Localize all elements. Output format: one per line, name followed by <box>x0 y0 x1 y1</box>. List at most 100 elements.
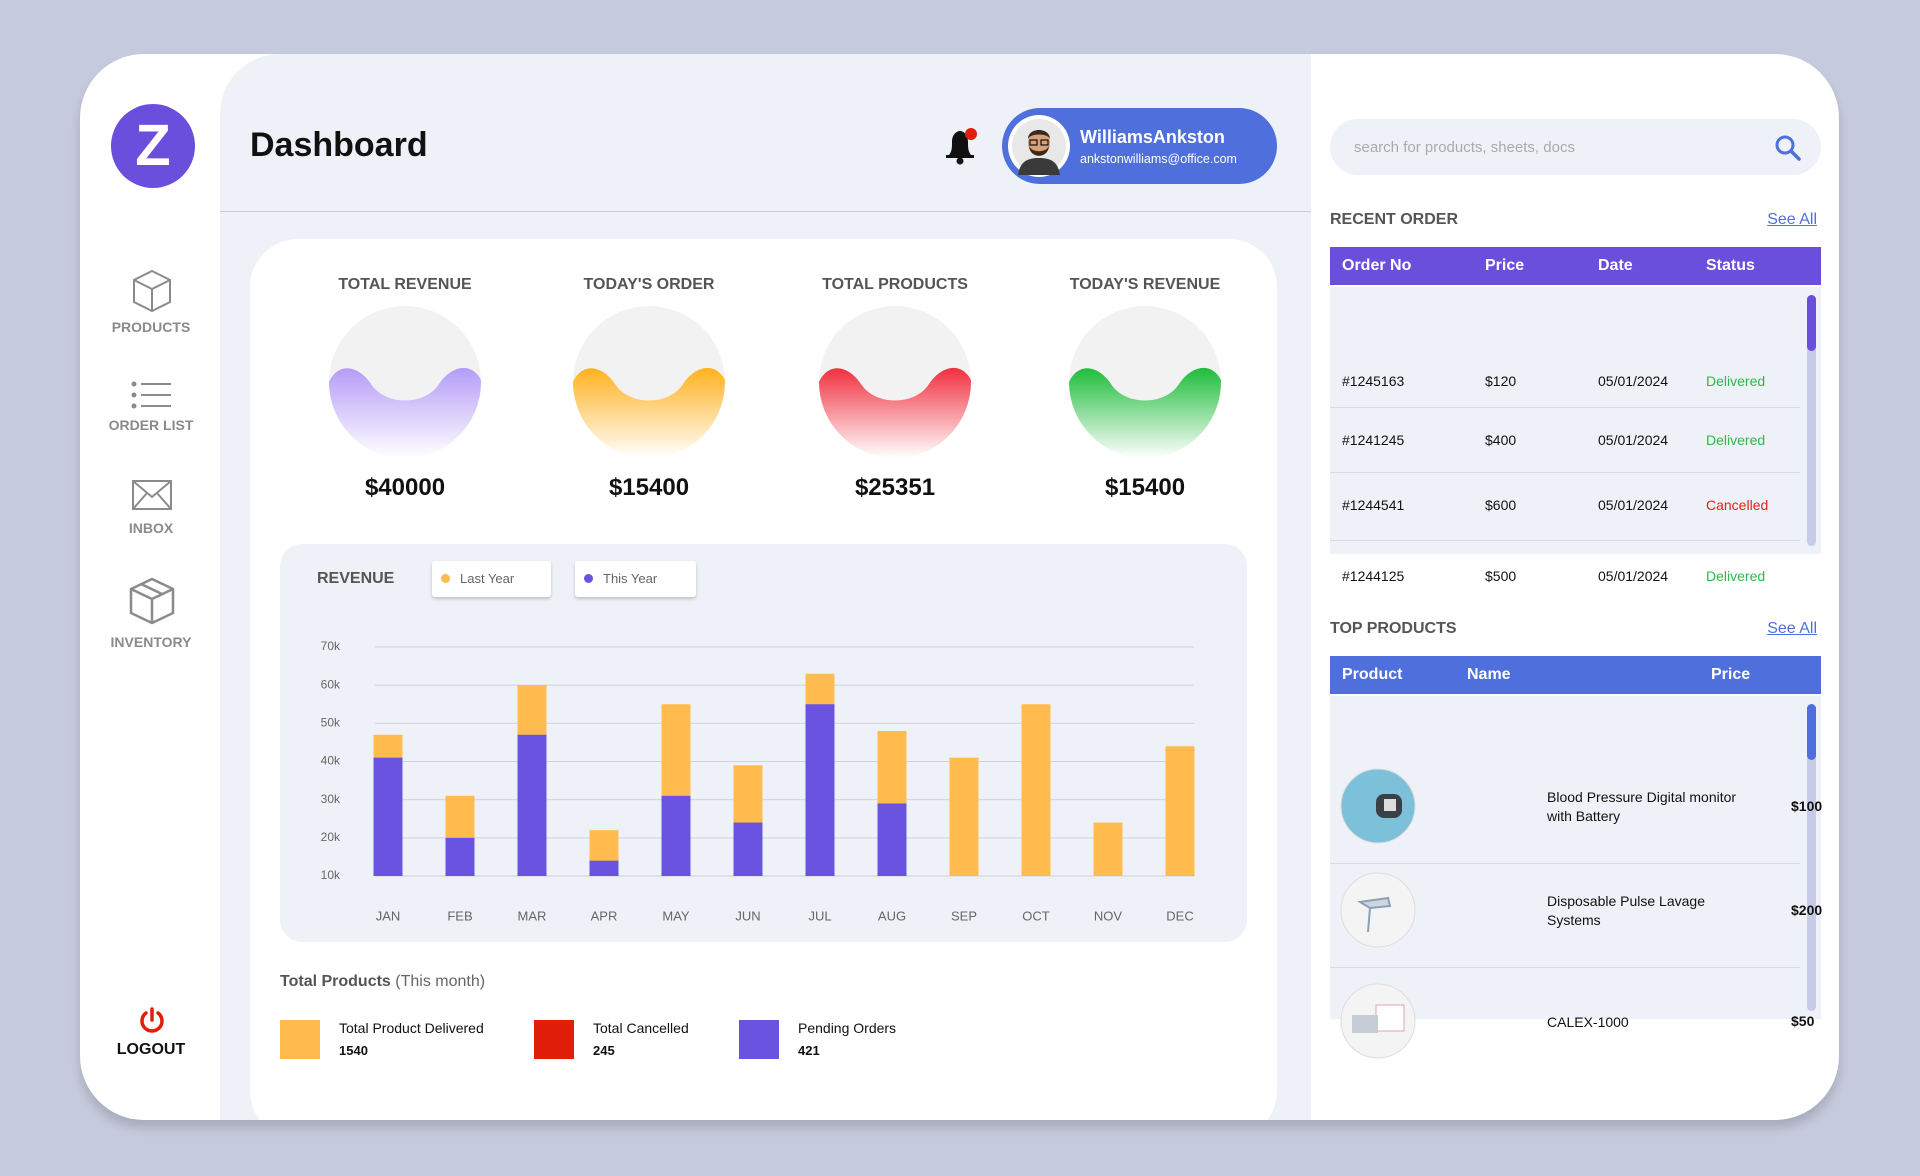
nav-item[interactable]: ORDER LIST <box>108 417 194 433</box>
order-cell: #1241245 <box>1342 432 1405 448</box>
stat-label: TODAY'S ORDER <box>583 276 715 293</box>
nav-item[interactable]: INVENTORY <box>110 634 192 650</box>
order-cell: $500 <box>1485 568 1517 584</box>
table-header <box>1330 656 1821 694</box>
gauge-wave <box>329 367 481 458</box>
row-divider <box>1330 407 1800 408</box>
stat-value: $40000 <box>364 474 446 501</box>
product-image <box>1340 768 1416 844</box>
column-header: Date <box>1598 257 1633 274</box>
scrollbar-thumb[interactable] <box>1807 704 1816 760</box>
x-tick-label: DEC <box>1166 908 1193 923</box>
y-tick-label: 60k <box>321 677 341 691</box>
logout-icon[interactable] <box>137 1006 167 1036</box>
y-tick-label: 40k <box>321 754 341 768</box>
order-list-icon[interactable] <box>130 380 174 410</box>
scrollbar-track <box>1807 295 1816 546</box>
x-tick-label: MAR <box>518 908 547 923</box>
wave-gauge <box>573 306 725 458</box>
x-tick-label: JAN <box>376 908 401 923</box>
search-icon[interactable] <box>1774 134 1802 162</box>
order-cell: $120 <box>1485 373 1517 389</box>
product-price: $200 <box>1791 902 1823 918</box>
legend-item[interactable]: Last Year <box>432 561 551 597</box>
nav-item[interactable]: INBOX <box>128 520 174 536</box>
column-header: Product <box>1342 666 1403 683</box>
y-tick-label: 30k <box>321 792 341 806</box>
column-header: Name <box>1467 666 1511 683</box>
order-cell: $400 <box>1485 432 1517 448</box>
row-divider <box>1330 967 1800 968</box>
product-name: Blood Pressure Digital monitor with Batt… <box>1547 789 1737 824</box>
x-tick-label: FEB <box>447 908 472 923</box>
summary-title-text: Total Products <box>280 973 391 990</box>
summary-swatch <box>534 1020 574 1059</box>
gauge-wave <box>1069 367 1221 458</box>
logout[interactable]: LOGOUT <box>116 1041 186 1058</box>
wave-gauge <box>819 306 971 458</box>
stat-label: TOTAL PRODUCTS <box>822 276 968 293</box>
bar <box>1093 822 1123 876</box>
inventory-icon[interactable] <box>127 576 177 626</box>
user-name[interactable]: WilliamsAnkston <box>1080 127 1225 147</box>
logo[interactable]: Z <box>111 104 195 188</box>
order-status: Delivered <box>1706 432 1766 448</box>
column-header: Price <box>1485 257 1525 274</box>
user-email[interactable]: ankstonwilliams@office.com <box>1080 152 1237 166</box>
screen <box>1384 799 1396 811</box>
chart-title: REVENUE <box>317 570 395 587</box>
column-header: Price <box>1711 666 1751 683</box>
avatar[interactable] <box>1008 115 1070 177</box>
order-cell: $600 <box>1485 497 1517 513</box>
bar <box>949 757 979 876</box>
summary-subtitle: (This month) <box>395 973 486 990</box>
column-header: Order No <box>1342 257 1412 274</box>
row-divider <box>1330 472 1800 473</box>
table-body <box>1330 287 1821 554</box>
bar <box>733 822 763 876</box>
see-all-link[interactable]: See All <box>1767 211 1817 228</box>
order-cell: #1245163 <box>1342 373 1405 389</box>
revenue-chart-panel: REVENUE Last Year This Year 10k 20k 30k 40k 5… <box>280 544 1247 942</box>
see-all-link[interactable]: See All <box>1767 620 1817 637</box>
nav-item[interactable]: PRODUCTS <box>111 319 191 335</box>
order-cell: 05/01/2024 <box>1598 432 1669 448</box>
order-cell: #1244541 <box>1342 497 1405 513</box>
bar <box>877 803 907 876</box>
summary-swatch <box>280 1020 320 1059</box>
scrollbar-track <box>1807 704 1816 1011</box>
summary-title: Total Products (This month) <box>280 973 485 991</box>
stat-label: TODAY'S REVENUE <box>1069 276 1221 293</box>
x-tick-label: OCT <box>1022 908 1050 923</box>
legend-item[interactable]: This Year <box>575 561 696 597</box>
notification-bell[interactable] <box>942 126 982 168</box>
strip <box>1352 1015 1378 1033</box>
bar <box>517 734 547 876</box>
bar <box>445 837 475 876</box>
bar <box>1021 704 1051 876</box>
column-header: Status <box>1706 257 1755 274</box>
bar <box>805 704 835 876</box>
stat-value: $25351 <box>854 474 936 501</box>
product-image <box>1340 983 1416 1059</box>
wave-gauge <box>1069 306 1221 458</box>
stat-value: $15400 <box>608 474 690 501</box>
wave-gauge <box>329 306 481 458</box>
bar <box>589 860 619 876</box>
order-cell: 05/01/2024 <box>1598 373 1669 389</box>
y-tick-label: 20k <box>321 830 341 844</box>
stat-label: TOTAL REVENUE <box>338 276 472 293</box>
inbox-icon[interactable] <box>131 479 173 511</box>
row-divider <box>1330 863 1800 864</box>
scrollbar-thumb[interactable] <box>1807 295 1816 351</box>
product-price: $100 <box>1791 798 1823 814</box>
stat-value: $15400 <box>1104 474 1186 501</box>
order-cell: 05/01/2024 <box>1598 568 1669 584</box>
product-price: $50 <box>1791 1013 1815 1029</box>
products-icon[interactable] <box>130 268 174 314</box>
order-cell: #1244125 <box>1342 568 1405 584</box>
app-window: Z PRODUCTS ORDER LIST INBOX INVENTORY LO… <box>80 54 1839 1120</box>
summary-swatch <box>739 1020 779 1059</box>
search-box[interactable] <box>1330 119 1821 175</box>
search-placeholder[interactable]: search for products, sheets, docs <box>1354 139 1575 156</box>
